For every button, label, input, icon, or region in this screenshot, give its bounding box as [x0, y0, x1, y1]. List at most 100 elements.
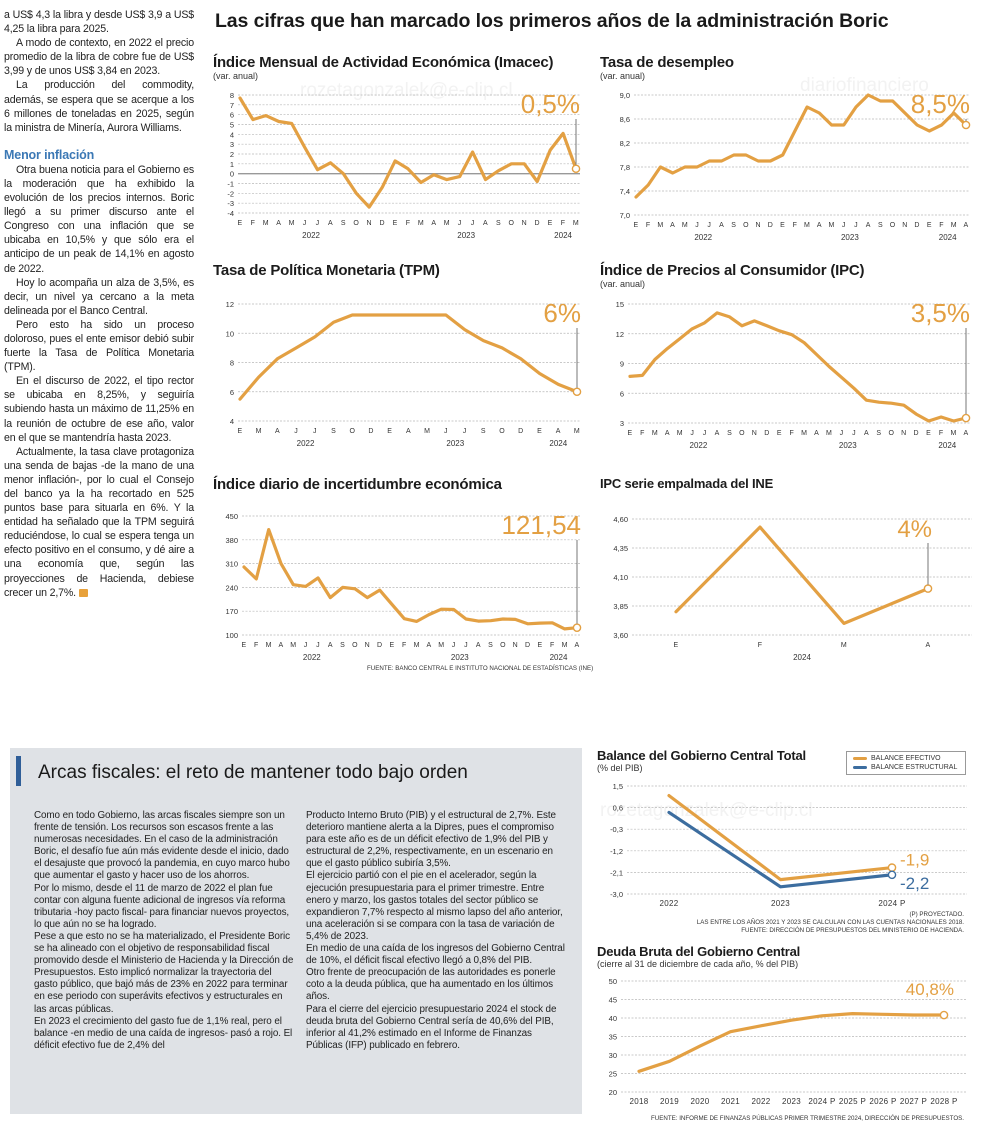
- y-tick-label: -1,2: [610, 847, 623, 856]
- fiscal-section: Arcas fiscales: el reto de mantener todo…: [10, 748, 582, 1114]
- x-tick-label: F: [254, 642, 259, 649]
- x-tick-label: M: [828, 222, 834, 229]
- callout-value: 121,54: [501, 510, 581, 540]
- x-tick-label: J: [690, 430, 694, 437]
- chart-title: Balance del Gobierno Central Total: [597, 748, 806, 763]
- x-tick-label: A: [476, 642, 481, 649]
- x-tick-label: 2023: [782, 1097, 801, 1106]
- x-tick-label: E: [390, 642, 395, 649]
- x-tick-label: A: [483, 220, 488, 227]
- x-tick-label: O: [352, 642, 358, 649]
- x-tick-label: A: [406, 428, 411, 435]
- series-line: [238, 313, 579, 401]
- y-tick-label: 8: [230, 359, 234, 368]
- x-tick-label: D: [914, 222, 919, 229]
- chart-plot: 50 45 40 35 30 25 20 2018 2019 2020 2021 2022 2023 20…: [609, 977, 967, 1106]
- y-tick-label: 8: [230, 91, 234, 100]
- x-tick-label: O: [743, 222, 749, 229]
- x-tick-label: 2028 P: [930, 1097, 957, 1106]
- y-tick-label: 4,10: [613, 573, 628, 582]
- year-label: 2022: [694, 233, 712, 242]
- x-tick-label: M: [677, 430, 683, 437]
- y-tick-label: 6: [230, 388, 234, 397]
- x-tick-label: A: [866, 222, 871, 229]
- year-label: 2022: [690, 441, 708, 450]
- x-tick-label: D: [525, 642, 530, 649]
- x-tick-label: 2023: [771, 899, 790, 906]
- x-tick-label: J: [842, 222, 846, 229]
- x-tick-label: S: [488, 642, 493, 649]
- x-tick-label: A: [926, 642, 931, 649]
- year-label: 2024: [549, 439, 567, 448]
- y-tick-label: 6: [620, 389, 624, 398]
- y-tick-label: 45: [609, 996, 617, 1005]
- y-tick-label: 4: [230, 130, 234, 139]
- x-tick-label: M: [573, 220, 579, 227]
- paragraph-text: Actualmente, la tasa clave protagoniza u…: [4, 445, 194, 599]
- x-tick-label: E: [548, 220, 553, 227]
- x-tick-label: F: [550, 642, 555, 649]
- chart-title: Índice de Precios al Consumidor (IPC): [600, 262, 865, 279]
- paragraph: Para el cierre del ejercicio presupuesta…: [306, 1003, 557, 1051]
- x-tick-label: 2024 P: [878, 899, 905, 906]
- x-tick-label: F: [939, 222, 944, 229]
- x-tick-label: M: [444, 220, 450, 227]
- x-tick-label: F: [561, 220, 566, 227]
- x-tick-label: J: [852, 430, 856, 437]
- x-tick-label: S: [727, 430, 732, 437]
- x-tick-label: A: [556, 428, 561, 435]
- series-line: [628, 311, 968, 423]
- series-line: [238, 96, 578, 209]
- x-tick-label: E: [238, 428, 243, 435]
- x-tick-label: E: [780, 222, 785, 229]
- year-label: 2022: [302, 231, 320, 240]
- paragraph: En 2023 el crecimiento del gasto fue de …: [34, 1015, 293, 1051]
- x-tick-label: M: [424, 428, 430, 435]
- x-tick-label: E: [927, 222, 932, 229]
- x-tick-label: A: [328, 220, 333, 227]
- x-tick-label: D: [764, 430, 769, 437]
- chart-title: Índice diario de incertidumbre económica: [213, 476, 502, 493]
- x-tick-label: J: [463, 428, 467, 435]
- x-tick-label: S: [876, 430, 881, 437]
- x-tick-label: J: [471, 220, 475, 227]
- paragraph: El ejercicio partió con el pie en el ace…: [306, 870, 563, 942]
- y-tick-label: -3,0: [610, 890, 623, 899]
- chart-deuda: Deuda Bruta del Gobierno Central (cierre…: [597, 944, 977, 1129]
- y-tick-label: 25: [609, 1070, 617, 1079]
- year-label: 2023: [457, 231, 475, 240]
- legend-label: BALANCE EFECTIVO: [871, 755, 941, 762]
- x-tick-label: M: [574, 428, 580, 435]
- accent-bar: [16, 756, 21, 786]
- y-tick-label: 450: [225, 512, 238, 521]
- chart-note: (P) PROYECTADO. LAS ENTRE LOS AÑOS 2021 …: [697, 911, 964, 935]
- x-tick-label: D: [768, 222, 773, 229]
- x-tick-label: J: [695, 222, 699, 229]
- y-tick-label: 240: [225, 583, 238, 592]
- y-tick-label: 7,4: [620, 187, 630, 196]
- end-point-marker: [923, 584, 933, 593]
- paragraph: En medio de una caída de los ingresos de…: [306, 943, 565, 967]
- x-tick-label: E: [538, 642, 543, 649]
- y-tick-label: 7: [230, 101, 234, 110]
- legend-label: BALANCE ESTRUCTURAL: [871, 764, 958, 771]
- x-tick-label: S: [878, 222, 883, 229]
- x-tick-label: E: [393, 220, 398, 227]
- source-note: FUENTE: BANCO CENTRAL E INSTITUTO NACION…: [367, 665, 594, 672]
- y-tick-label: 12: [616, 330, 624, 339]
- series-line: [634, 93, 968, 199]
- x-tick-label: J: [303, 220, 307, 227]
- paragraph: Por lo mismo, desde el 11 de marzo de 20…: [34, 882, 290, 930]
- x-tick-label: N: [522, 220, 527, 227]
- x-tick-label: N: [752, 430, 757, 437]
- y-tick-label: 40: [609, 1014, 617, 1023]
- paragraph: Otro frente de preocupación de las autor…: [306, 967, 556, 1003]
- x-tick-label: N: [756, 222, 761, 229]
- x-tick-label: 2024 P: [808, 1097, 835, 1106]
- callout-value: 40,8%: [906, 980, 954, 999]
- x-tick-label: A: [817, 222, 822, 229]
- y-tick-label: -2: [227, 189, 234, 198]
- x-tick-label: O: [888, 430, 894, 437]
- source-note: FUENTE: INFORME DE FINANZAS PÚBLICAS PRI…: [651, 1115, 964, 1122]
- x-tick-label: N: [513, 642, 518, 649]
